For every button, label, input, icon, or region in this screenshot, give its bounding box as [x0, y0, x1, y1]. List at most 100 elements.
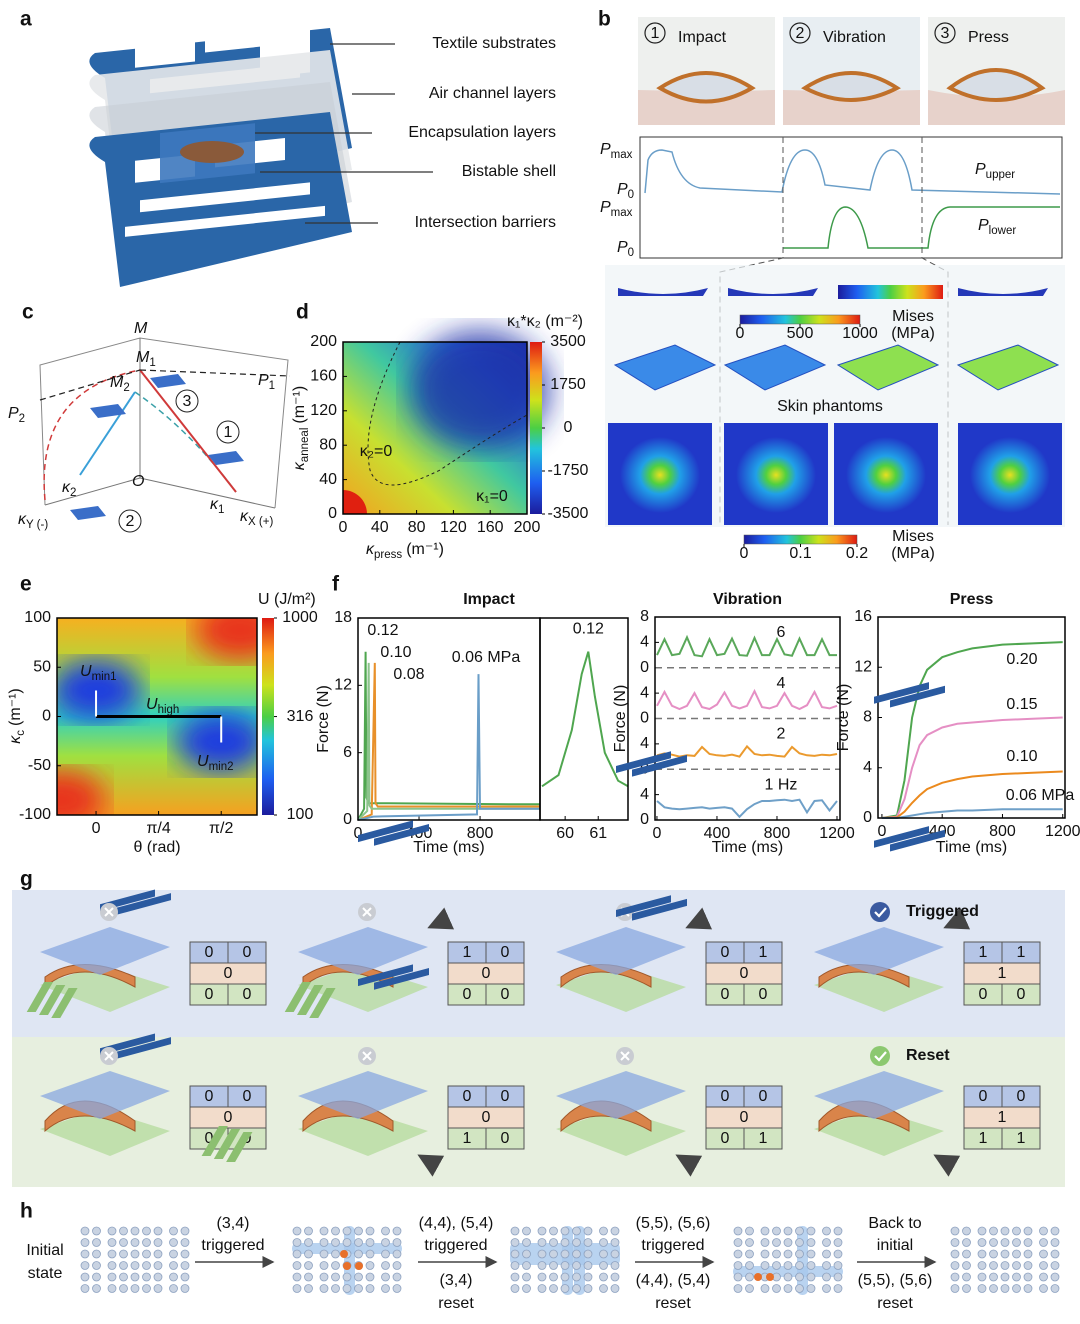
finger: [201, 1126, 228, 1156]
top-bar: [874, 682, 929, 704]
dot: [153, 1226, 163, 1236]
step-text: (4,4), (5,4): [636, 1272, 711, 1289]
dot: [962, 1249, 971, 1259]
cell-value: 0: [501, 1130, 510, 1147]
dot: [599, 1284, 608, 1293]
dot: [365, 1226, 375, 1236]
series-label: 0.20: [1006, 651, 1037, 668]
dot: [610, 1238, 620, 1247]
dot: [822, 1272, 831, 1282]
point-label: κX (+): [240, 508, 273, 528]
point-label-sub: 1: [218, 504, 224, 516]
series-label: 1 Hz: [765, 776, 798, 793]
top-plate: [814, 927, 944, 975]
dot: [806, 1261, 816, 1270]
dot: [153, 1272, 163, 1282]
point-label-sub: X (+): [248, 516, 273, 528]
dot: [169, 1226, 178, 1236]
colorbar-unit: (MPa): [891, 545, 935, 562]
series-label: 0.08: [393, 666, 424, 683]
dot: [583, 1272, 593, 1282]
press-arrow: [933, 1154, 961, 1177]
dot: [760, 1249, 770, 1259]
dot: [599, 1226, 608, 1236]
dot: [142, 1226, 151, 1236]
state-number: 2: [126, 513, 135, 530]
point-label-sub: 2: [123, 382, 129, 394]
plot-frame: [342, 341, 528, 515]
dot: [510, 1226, 520, 1236]
dot: [822, 1284, 831, 1293]
colorbar-label: 1000: [282, 609, 318, 626]
heat-spot: [195, 618, 257, 660]
dot: [795, 1249, 804, 1259]
x-tick-label: 0: [652, 825, 661, 842]
y-tick-label: 160: [310, 368, 337, 385]
dot: [510, 1284, 520, 1293]
point-label: M2: [110, 374, 130, 394]
colorbar: [739, 314, 861, 325]
finger-plate: [556, 965, 686, 1012]
dot: [381, 1226, 390, 1236]
finger-plate: [556, 1109, 686, 1156]
dot: [1050, 1284, 1060, 1293]
stress-bar: [838, 285, 943, 299]
state-number: 3: [183, 393, 192, 410]
cell-value: 0: [1017, 1088, 1026, 1105]
point-label: κ2: [62, 479, 76, 499]
red-dashed: [43, 369, 141, 501]
colorbar-label: 316: [287, 708, 314, 725]
colorbar-label: 0.1: [789, 545, 811, 562]
dot: [560, 1226, 570, 1236]
cell-value: 0: [721, 1130, 730, 1147]
chart-title: Impact: [463, 591, 515, 608]
x-tick-label: 80: [408, 519, 426, 536]
cell-value: 1: [1017, 944, 1026, 961]
dot: [599, 1249, 608, 1259]
dot: [354, 1249, 363, 1259]
plot-frame: [56, 617, 258, 816]
annotation: Umin1: [80, 663, 117, 683]
step-text: triggered: [641, 1237, 704, 1254]
cell-value: 1: [998, 1109, 1007, 1126]
dot: [180, 1238, 190, 1247]
dot: [772, 1261, 781, 1270]
dot: [1000, 1284, 1010, 1293]
point-label: M: [134, 320, 148, 337]
dot: [572, 1226, 581, 1236]
dot: [977, 1261, 987, 1270]
dot: [1000, 1249, 1010, 1259]
cell-value: 0: [721, 986, 730, 1003]
x-tick-label: 1200: [1045, 823, 1080, 840]
dot: [142, 1238, 151, 1247]
y-axis-label-symbol: κ: [7, 735, 24, 744]
annotation-symbol: U: [146, 696, 158, 713]
dot: [130, 1272, 140, 1282]
dot: [1012, 1249, 1021, 1259]
dot: [1023, 1249, 1033, 1259]
colorbar-label: 0: [740, 545, 749, 562]
panel-label: e: [20, 573, 32, 596]
dot: [119, 1249, 128, 1259]
finger: [226, 1132, 253, 1162]
state-text: Initial: [26, 1242, 63, 1259]
finger: [51, 988, 78, 1018]
pressure-lower: [783, 206, 1060, 249]
dot: [599, 1261, 608, 1270]
series-line: [656, 798, 838, 819]
point-label: κY (-): [18, 511, 48, 531]
point-label: M1: [136, 349, 156, 369]
x-tick-label: 60: [556, 825, 574, 842]
line: [139, 369, 291, 377]
skin: [783, 90, 920, 125]
point-label-symbol: κ: [18, 511, 27, 528]
point-label-symbol: κ: [240, 508, 249, 525]
dot: [783, 1238, 793, 1247]
shell-tile: [150, 374, 186, 388]
dot: [537, 1249, 547, 1259]
dot: [365, 1284, 375, 1293]
dot: [962, 1284, 971, 1293]
x-tick-label: 0: [92, 820, 101, 837]
dot: [331, 1226, 340, 1236]
